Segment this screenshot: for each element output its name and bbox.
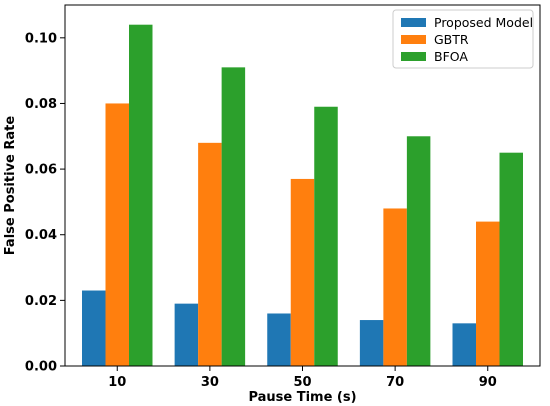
bar-bfoa-90: [499, 152, 523, 366]
x-axis: 10 30 50 70 90: [108, 366, 497, 390]
y-tick-label: 0.06: [25, 163, 57, 178]
bar-gbtr-70: [383, 208, 407, 366]
y-axis: 0.00 0.02 0.04 0.06 0.08 0.10: [25, 31, 65, 375]
legend: Proposed Model GBTR BFOA: [392, 9, 534, 69]
bar-proposed-model-90: [452, 323, 476, 366]
bar-gbtr-90: [476, 221, 500, 366]
x-tick-label: 70: [386, 375, 404, 390]
bar-proposed-model-10: [82, 290, 106, 366]
bar-proposed-model-30: [174, 303, 199, 366]
legend-entry: GBTR: [434, 32, 469, 47]
bar-bfoa-30: [221, 67, 246, 366]
bar-gbtr-50: [290, 178, 315, 366]
y-tick-label: 0.02: [25, 294, 57, 309]
y-axis-title: False Positive Rate: [3, 116, 18, 256]
y-tick-label: 0.04: [25, 228, 57, 243]
x-axis-title: Pause Time (s): [248, 390, 356, 405]
legend-entry: Proposed Model: [434, 15, 533, 30]
bars-group: [82, 24, 523, 367]
bar-proposed-model-70: [359, 320, 384, 366]
bar-bfoa-70: [406, 136, 431, 366]
x-tick-label: 10: [108, 375, 126, 390]
bar-bfoa-10: [129, 24, 153, 366]
bar-proposed-model-50: [267, 313, 291, 366]
x-tick-label: 30: [201, 375, 219, 390]
legend-box: [392, 9, 534, 69]
legend-entry: BFOA: [434, 49, 468, 64]
legend-swatch: [401, 18, 426, 27]
y-tick-label: 0.08: [25, 97, 57, 112]
y-tick-label: 0.00: [25, 360, 57, 375]
y-tick-label: 0.10: [25, 31, 57, 46]
bar-gbtr-10: [105, 103, 129, 367]
x-tick-label: 90: [479, 375, 497, 390]
bar-gbtr-30: [198, 142, 222, 366]
x-tick-label: 50: [293, 375, 311, 390]
legend-swatch: [401, 52, 426, 61]
bar-bfoa-50: [314, 106, 338, 367]
legend-swatch: [401, 35, 426, 44]
